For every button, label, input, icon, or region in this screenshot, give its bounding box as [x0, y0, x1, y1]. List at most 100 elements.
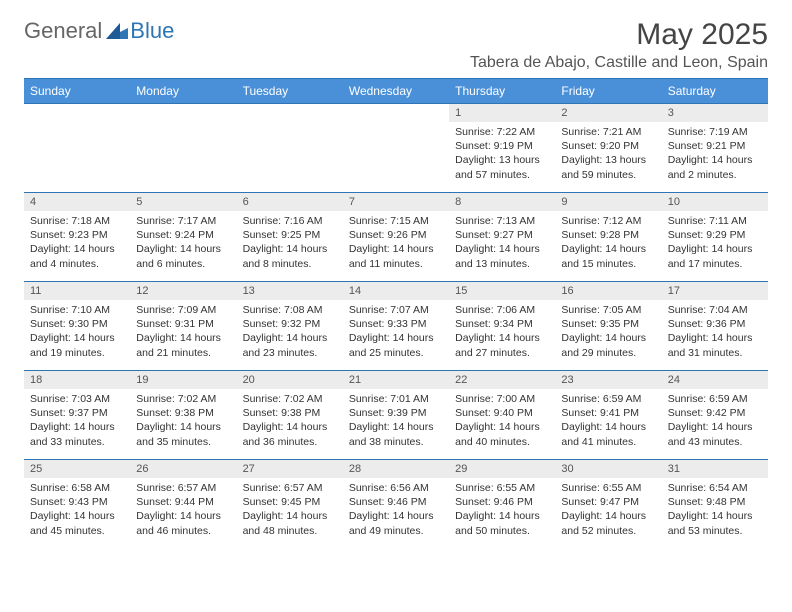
day-number: 4	[24, 193, 130, 211]
day-details: Sunrise: 7:02 AMSunset: 9:38 PMDaylight:…	[237, 389, 343, 453]
sunset-text: Sunset: 9:40 PM	[455, 406, 549, 420]
day-cell: 7Sunrise: 7:15 AMSunset: 9:26 PMDaylight…	[343, 193, 449, 281]
sunset-text: Sunset: 9:35 PM	[561, 317, 655, 331]
day-cell: 30Sunrise: 6:55 AMSunset: 9:47 PMDayligh…	[555, 460, 661, 548]
day-number: 16	[555, 282, 661, 300]
day-details: Sunrise: 7:15 AMSunset: 9:26 PMDaylight:…	[343, 211, 449, 275]
calendar: Sunday Monday Tuesday Wednesday Thursday…	[24, 78, 768, 548]
day-number: 20	[237, 371, 343, 389]
sunrise-text: Sunrise: 7:18 AM	[30, 214, 124, 228]
day-number: 26	[130, 460, 236, 478]
day-number: 24	[662, 371, 768, 389]
day-header-friday: Friday	[555, 79, 661, 103]
sunset-text: Sunset: 9:20 PM	[561, 139, 655, 153]
sunrise-text: Sunrise: 7:02 AM	[136, 392, 230, 406]
day-details: Sunrise: 7:11 AMSunset: 9:29 PMDaylight:…	[662, 211, 768, 275]
sunset-text: Sunset: 9:28 PM	[561, 228, 655, 242]
sunrise-text: Sunrise: 7:21 AM	[561, 125, 655, 139]
day-number: 7	[343, 193, 449, 211]
sunrise-text: Sunrise: 6:54 AM	[668, 481, 762, 495]
day-details: Sunrise: 6:57 AMSunset: 9:45 PMDaylight:…	[237, 478, 343, 542]
day-cell: 9Sunrise: 7:12 AMSunset: 9:28 PMDaylight…	[555, 193, 661, 281]
day-details: Sunrise: 7:09 AMSunset: 9:31 PMDaylight:…	[130, 300, 236, 364]
day-cell: 29Sunrise: 6:55 AMSunset: 9:46 PMDayligh…	[449, 460, 555, 548]
sunrise-text: Sunrise: 7:05 AM	[561, 303, 655, 317]
day-details: Sunrise: 7:08 AMSunset: 9:32 PMDaylight:…	[237, 300, 343, 364]
sunset-text: Sunset: 9:41 PM	[561, 406, 655, 420]
daylight-text: Daylight: 14 hours and 25 minutes.	[349, 331, 443, 359]
day-header-saturday: Saturday	[662, 79, 768, 103]
daylight-text: Daylight: 14 hours and 4 minutes.	[30, 242, 124, 270]
sunrise-text: Sunrise: 7:06 AM	[455, 303, 549, 317]
daylight-text: Daylight: 14 hours and 29 minutes.	[561, 331, 655, 359]
day-cell: 5Sunrise: 7:17 AMSunset: 9:24 PMDaylight…	[130, 193, 236, 281]
sunset-text: Sunset: 9:25 PM	[243, 228, 337, 242]
day-cell: 21Sunrise: 7:01 AMSunset: 9:39 PMDayligh…	[343, 371, 449, 459]
day-details: Sunrise: 6:55 AMSunset: 9:46 PMDaylight:…	[449, 478, 555, 542]
sunset-text: Sunset: 9:44 PM	[136, 495, 230, 509]
daylight-text: Daylight: 14 hours and 21 minutes.	[136, 331, 230, 359]
daylight-text: Daylight: 13 hours and 57 minutes.	[455, 153, 549, 181]
empty-cell	[130, 104, 236, 192]
logo-icon	[106, 21, 128, 44]
week-row: 18Sunrise: 7:03 AMSunset: 9:37 PMDayligh…	[24, 370, 768, 459]
sunrise-text: Sunrise: 7:07 AM	[349, 303, 443, 317]
day-details: Sunrise: 7:10 AMSunset: 9:30 PMDaylight:…	[24, 300, 130, 364]
daylight-text: Daylight: 14 hours and 38 minutes.	[349, 420, 443, 448]
day-cell: 28Sunrise: 6:56 AMSunset: 9:46 PMDayligh…	[343, 460, 449, 548]
sunrise-text: Sunrise: 7:16 AM	[243, 214, 337, 228]
sunset-text: Sunset: 9:32 PM	[243, 317, 337, 331]
day-header-tuesday: Tuesday	[237, 79, 343, 103]
day-details: Sunrise: 6:56 AMSunset: 9:46 PMDaylight:…	[343, 478, 449, 542]
daylight-text: Daylight: 14 hours and 8 minutes.	[243, 242, 337, 270]
sunrise-text: Sunrise: 6:55 AM	[455, 481, 549, 495]
day-details: Sunrise: 7:16 AMSunset: 9:25 PMDaylight:…	[237, 211, 343, 275]
day-number: 25	[24, 460, 130, 478]
logo-text-blue: Blue	[130, 18, 174, 44]
day-cell: 10Sunrise: 7:11 AMSunset: 9:29 PMDayligh…	[662, 193, 768, 281]
day-cell: 15Sunrise: 7:06 AMSunset: 9:34 PMDayligh…	[449, 282, 555, 370]
sunrise-text: Sunrise: 7:04 AM	[668, 303, 762, 317]
sunrise-text: Sunrise: 7:01 AM	[349, 392, 443, 406]
month-title: May 2025	[470, 18, 768, 52]
sunset-text: Sunset: 9:21 PM	[668, 139, 762, 153]
day-header-sunday: Sunday	[24, 79, 130, 103]
day-number: 29	[449, 460, 555, 478]
daylight-text: Daylight: 14 hours and 2 minutes.	[668, 153, 762, 181]
day-details: Sunrise: 7:19 AMSunset: 9:21 PMDaylight:…	[662, 122, 768, 186]
sunset-text: Sunset: 9:31 PM	[136, 317, 230, 331]
week-row: 1Sunrise: 7:22 AMSunset: 9:19 PMDaylight…	[24, 103, 768, 192]
sunrise-text: Sunrise: 7:03 AM	[30, 392, 124, 406]
day-number: 27	[237, 460, 343, 478]
sunrise-text: Sunrise: 7:12 AM	[561, 214, 655, 228]
sunset-text: Sunset: 9:27 PM	[455, 228, 549, 242]
daylight-text: Daylight: 13 hours and 59 minutes.	[561, 153, 655, 181]
day-cell: 12Sunrise: 7:09 AMSunset: 9:31 PMDayligh…	[130, 282, 236, 370]
title-block: May 2025 Tabera de Abajo, Castille and L…	[470, 18, 768, 72]
day-number: 30	[555, 460, 661, 478]
sunrise-text: Sunrise: 6:56 AM	[349, 481, 443, 495]
sunrise-text: Sunrise: 6:58 AM	[30, 481, 124, 495]
sunrise-text: Sunrise: 6:59 AM	[561, 392, 655, 406]
day-number: 13	[237, 282, 343, 300]
sunset-text: Sunset: 9:48 PM	[668, 495, 762, 509]
day-cell: 20Sunrise: 7:02 AMSunset: 9:38 PMDayligh…	[237, 371, 343, 459]
day-number: 21	[343, 371, 449, 389]
daylight-text: Daylight: 14 hours and 33 minutes.	[30, 420, 124, 448]
day-number: 6	[237, 193, 343, 211]
day-details: Sunrise: 7:12 AMSunset: 9:28 PMDaylight:…	[555, 211, 661, 275]
daylight-text: Daylight: 14 hours and 13 minutes.	[455, 242, 549, 270]
day-number: 28	[343, 460, 449, 478]
day-details: Sunrise: 7:02 AMSunset: 9:38 PMDaylight:…	[130, 389, 236, 453]
day-number: 5	[130, 193, 236, 211]
day-details: Sunrise: 7:00 AMSunset: 9:40 PMDaylight:…	[449, 389, 555, 453]
day-number: 22	[449, 371, 555, 389]
day-cell: 3Sunrise: 7:19 AMSunset: 9:21 PMDaylight…	[662, 104, 768, 192]
day-cell: 31Sunrise: 6:54 AMSunset: 9:48 PMDayligh…	[662, 460, 768, 548]
sunset-text: Sunset: 9:46 PM	[455, 495, 549, 509]
day-cell: 25Sunrise: 6:58 AMSunset: 9:43 PMDayligh…	[24, 460, 130, 548]
day-details: Sunrise: 7:05 AMSunset: 9:35 PMDaylight:…	[555, 300, 661, 364]
empty-cell	[237, 104, 343, 192]
day-details: Sunrise: 7:03 AMSunset: 9:37 PMDaylight:…	[24, 389, 130, 453]
day-cell: 26Sunrise: 6:57 AMSunset: 9:44 PMDayligh…	[130, 460, 236, 548]
